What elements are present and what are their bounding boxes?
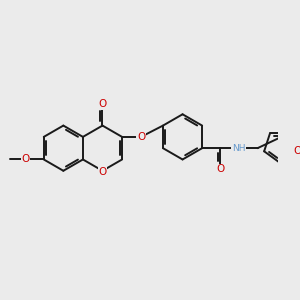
- Text: O: O: [137, 132, 145, 142]
- Text: O: O: [21, 154, 30, 164]
- Text: NH: NH: [232, 144, 245, 153]
- Text: O: O: [98, 99, 106, 109]
- Text: O: O: [293, 146, 300, 156]
- Text: O: O: [98, 167, 106, 177]
- Text: O: O: [216, 164, 224, 174]
